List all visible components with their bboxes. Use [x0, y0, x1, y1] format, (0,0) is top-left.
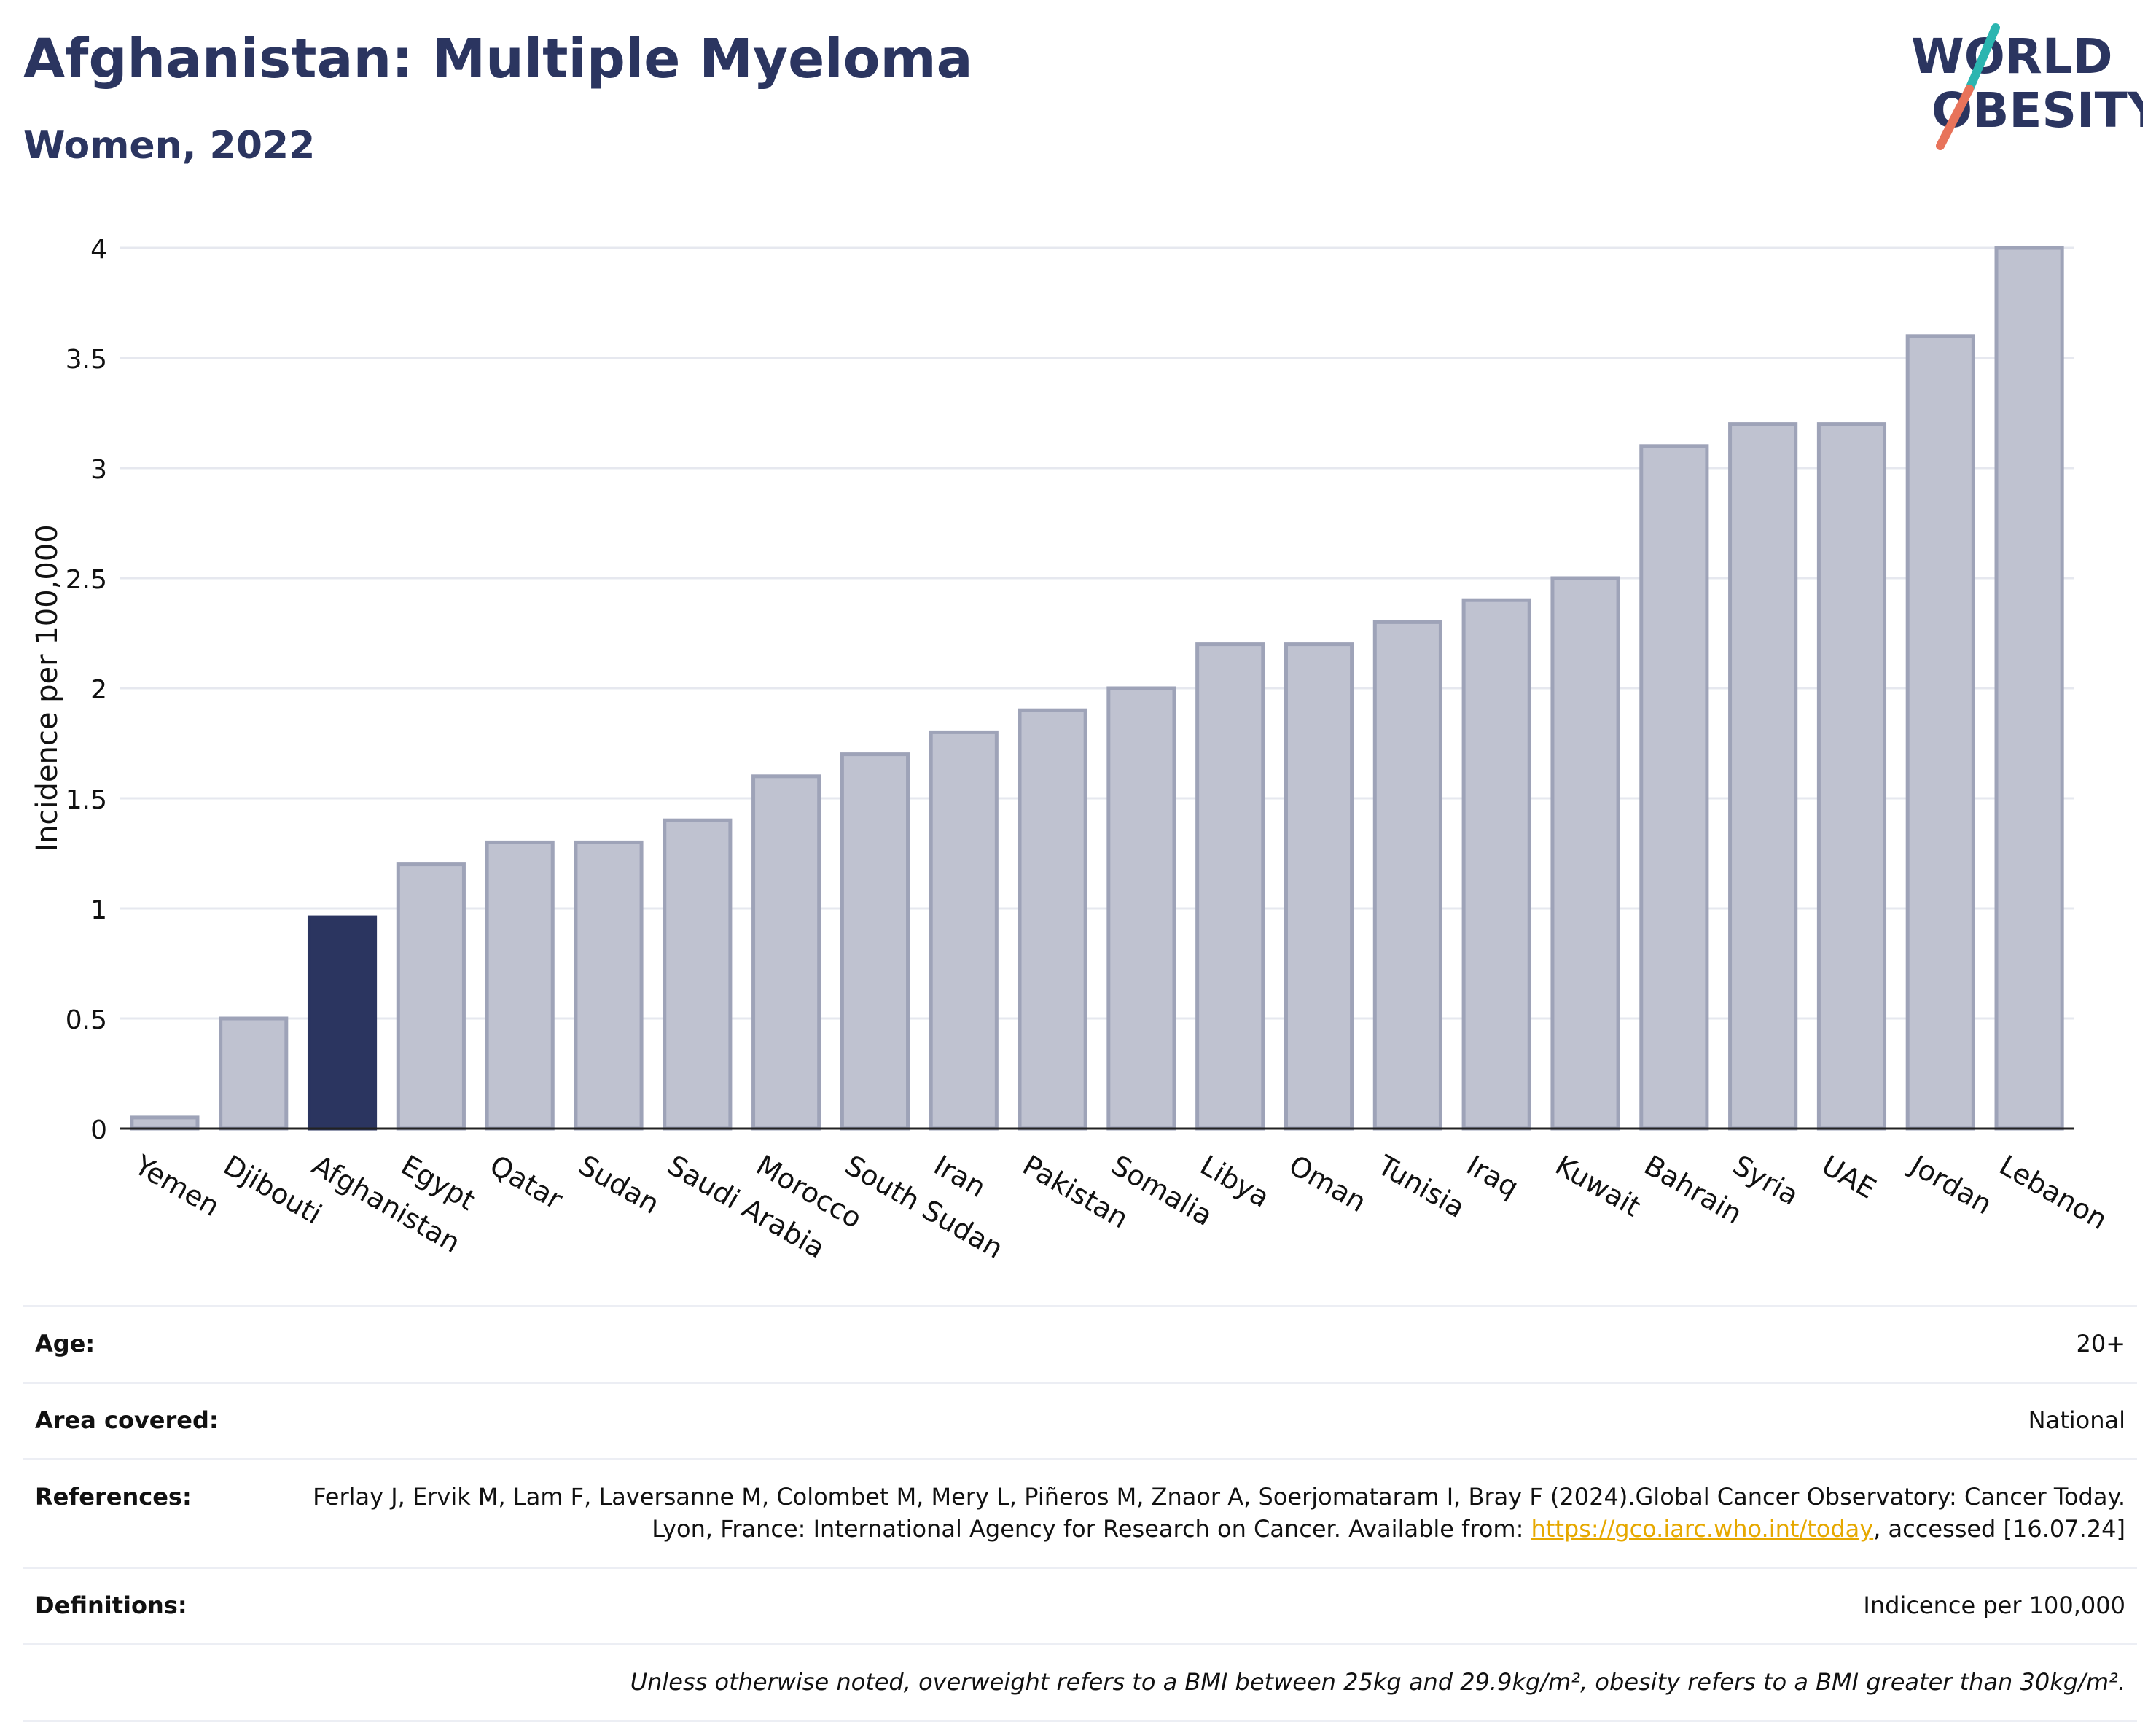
y-tick-label: 0 [90, 1115, 107, 1145]
bar-libya [1195, 642, 1265, 1131]
meta-row-age: Age: 20+ [23, 1305, 2137, 1382]
meta-row-note: Unless otherwise noted, overweight refer… [23, 1643, 2137, 1722]
bar-chart: 0 0.5 1 1.5 2 2.5 3 3.5 4 YemenDjiboutiAfghanist… [31, 235, 2113, 1265]
bar-bahrain [1639, 444, 1709, 1131]
bar-syria [1728, 422, 1798, 1131]
bar-kuwait [1550, 576, 1620, 1131]
x-tick-label: Lebanon [1994, 1149, 2113, 1236]
x-tick-label: Yemen [129, 1148, 225, 1223]
y-tick-label: 3 [90, 455, 107, 485]
page-subtitle: Women, 2022 [23, 124, 316, 168]
x-tick-label: Iraq [1461, 1149, 1524, 1204]
bar-saudi-arabia [663, 818, 733, 1131]
bar-somalia [1106, 686, 1176, 1131]
metadata-table: Age: 20+ Area covered: National Referenc… [23, 1305, 2137, 1722]
bar-oman [1284, 642, 1354, 1131]
x-tick-label: Oman [1284, 1149, 1372, 1218]
meta-definitions-label: Definitions: [35, 1592, 187, 1619]
x-tick-label: Jordan [1904, 1148, 1997, 1221]
bars [130, 246, 2064, 1131]
meta-area-label: Area covered: [35, 1406, 219, 1434]
bar-pakistan [1018, 708, 1087, 1131]
bar-iran [929, 730, 999, 1131]
y-tick-label: 2 [90, 675, 107, 705]
bar-qatar [485, 840, 555, 1131]
meta-area-value: National [2028, 1406, 2125, 1434]
bar-afghanistan [307, 915, 378, 1131]
bar-morocco [751, 774, 821, 1131]
y-tick-label: 3.5 [66, 345, 107, 375]
logo-slash-teal [1965, 23, 2000, 93]
page-title: Afghanistan: Multiple Myeloma [23, 28, 973, 90]
logo-text-world: WORLD [1911, 28, 2113, 85]
meta-note: Unless otherwise noted, overweight refer… [630, 1668, 2125, 1696]
x-tick-label: Afghanistan [307, 1149, 466, 1259]
y-tick-label: 4 [90, 235, 107, 265]
x-tick-label: Sudan [574, 1149, 665, 1220]
meta-references-value: Ferlay J, Ervik M, Lam F, Laversanne M, … [289, 1481, 2125, 1545]
y-tick-label: 0.5 [66, 1005, 107, 1035]
x-tick-label: Tunisia [1372, 1148, 1470, 1224]
bar-tunisia [1372, 620, 1442, 1131]
y-axis-label: Incidence per 100,000 [31, 524, 64, 852]
references-text: Ferlay J, Ervik M, Lam F, Laversanne M, … [313, 1483, 2125, 1543]
x-tick-label: Djibouti [218, 1149, 327, 1231]
meta-row-definitions: Definitions: Indicence per 100,000 [23, 1567, 2137, 1643]
bar-egypt [396, 862, 466, 1131]
meta-references-label: References: [35, 1483, 192, 1511]
meta-definitions-value: Indicence per 100,000 [1863, 1592, 2125, 1619]
meta-row-references: References: Ferlay J, Ervik M, Lam F, La… [23, 1458, 2137, 1567]
x-tick-label: Iran [929, 1149, 991, 1204]
bar-lebanon [1994, 246, 2064, 1131]
x-tick-label: Kuwait [1550, 1149, 1647, 1223]
meta-age-value: 20+ [2076, 1330, 2125, 1357]
x-tick-label: UAE [1816, 1149, 1881, 1205]
meta-row-area: Area covered: National [23, 1382, 2137, 1458]
x-tick-label: Bahrain [1639, 1149, 1747, 1231]
y-tick-label: 2.5 [66, 565, 107, 595]
bar-uae [1816, 422, 1887, 1131]
meta-age-label: Age: [35, 1330, 95, 1357]
bar-djibouti [219, 1016, 289, 1131]
bar-sudan [574, 840, 644, 1131]
bar-south-sudan [840, 752, 910, 1131]
y-axis-ticks: 0 0.5 1 1.5 2 2.5 3 3.5 4 [66, 235, 107, 1145]
x-tick-label: Qatar [485, 1149, 569, 1216]
bar-jordan [1905, 334, 1975, 1131]
bar-iraq [1461, 598, 1531, 1131]
y-tick-label: 1 [90, 895, 107, 925]
world-obesity-logo: WORLD OBESITY [1911, 23, 2143, 150]
references-link[interactable]: https://gco.iarc.who.int/today [1531, 1515, 1874, 1543]
references-accessed: , accessed [16.07.24] [1873, 1515, 2125, 1543]
y-tick-label: 1.5 [66, 785, 107, 815]
logo-slash-coral [1936, 85, 1974, 150]
bar-yemen [130, 1115, 200, 1131]
